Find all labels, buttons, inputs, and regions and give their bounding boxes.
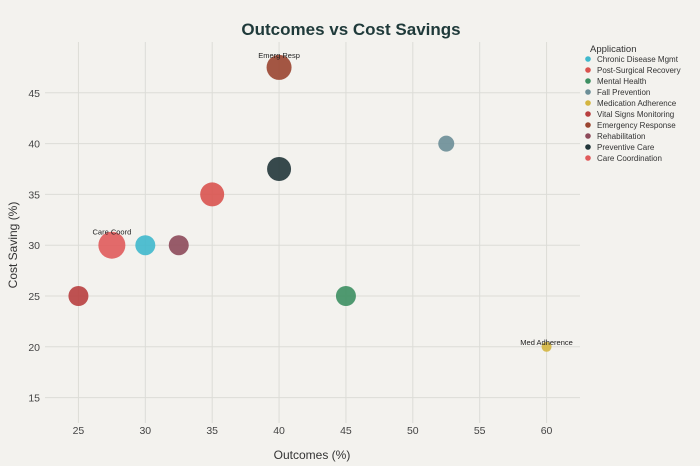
y-tick-label: 30 <box>28 240 40 252</box>
x-tick-label: 45 <box>340 425 352 437</box>
legend-label: Care Coordination <box>597 154 662 163</box>
legend-marker <box>585 155 591 161</box>
data-points <box>68 54 552 352</box>
chart-title: Outcomes vs Cost Savings <box>241 20 460 39</box>
legend-marker <box>585 78 591 84</box>
point-annotation: Care Coord <box>92 228 131 237</box>
y-tick-label: 25 <box>28 291 40 303</box>
y-tick-label: 40 <box>28 139 40 151</box>
legend-title: Application <box>590 44 636 55</box>
legend-marker <box>585 100 591 106</box>
point-annotations: Med Adherence Emerg Resp Care Coord <box>92 51 572 347</box>
data-point <box>98 231 126 259</box>
data-point <box>335 286 356 306</box>
x-tick-label: 25 <box>73 425 85 437</box>
x-tick-label: 35 <box>206 425 218 437</box>
x-tick-label: 40 <box>273 425 285 437</box>
legend-label: Mental Health <box>597 77 646 86</box>
grid <box>45 42 580 423</box>
y-tick-label: 45 <box>28 88 40 100</box>
y-axis-title: Cost Saving (%) <box>6 202 20 289</box>
legend-label: Fall Prevention <box>597 88 650 97</box>
x-tick-label: 30 <box>139 425 151 437</box>
legend-marker <box>585 111 591 117</box>
legend-label: Rehabilitation <box>597 132 645 141</box>
x-tick-label: 55 <box>474 425 486 437</box>
legend-label: Medication Adherence <box>597 99 677 108</box>
data-point <box>168 235 189 256</box>
x-tick-label: 60 <box>541 425 553 437</box>
point-annotation: Med Adherence <box>520 338 573 347</box>
y-tick-label: 15 <box>28 393 40 405</box>
y-tick-label: 35 <box>28 189 40 201</box>
point-annotation: Emerg Resp <box>258 51 300 60</box>
legend-marker <box>585 89 591 95</box>
legend-label: Post-Surgical Recovery <box>597 66 681 75</box>
legend: Application Chronic Disease Mgmt Post-Sur… <box>585 44 681 163</box>
axis-ticks: 25 30 35 40 45 50 55 60 15 20 25 30 35 40 45 <box>28 88 552 437</box>
data-point <box>541 341 552 352</box>
data-point <box>200 182 225 207</box>
legend-marker <box>585 67 591 73</box>
legend-label: Emergency Response <box>597 121 676 130</box>
x-axis-title: Outcomes (%) <box>274 448 351 462</box>
data-point <box>135 235 156 256</box>
legend-label: Chronic Disease Mgmt <box>597 55 679 64</box>
legend-label: Vital Signs Monitoring <box>597 110 674 119</box>
legend-label: Preventive Care <box>597 143 655 152</box>
x-tick-label: 50 <box>407 425 419 437</box>
legend-marker <box>585 133 591 139</box>
data-point <box>438 135 455 152</box>
legend-marker <box>585 144 591 150</box>
legend-marker <box>585 122 591 128</box>
legend-marker <box>585 56 591 62</box>
data-point <box>266 54 292 80</box>
data-point <box>68 286 89 306</box>
data-point <box>267 157 292 181</box>
y-tick-label: 20 <box>28 342 40 354</box>
